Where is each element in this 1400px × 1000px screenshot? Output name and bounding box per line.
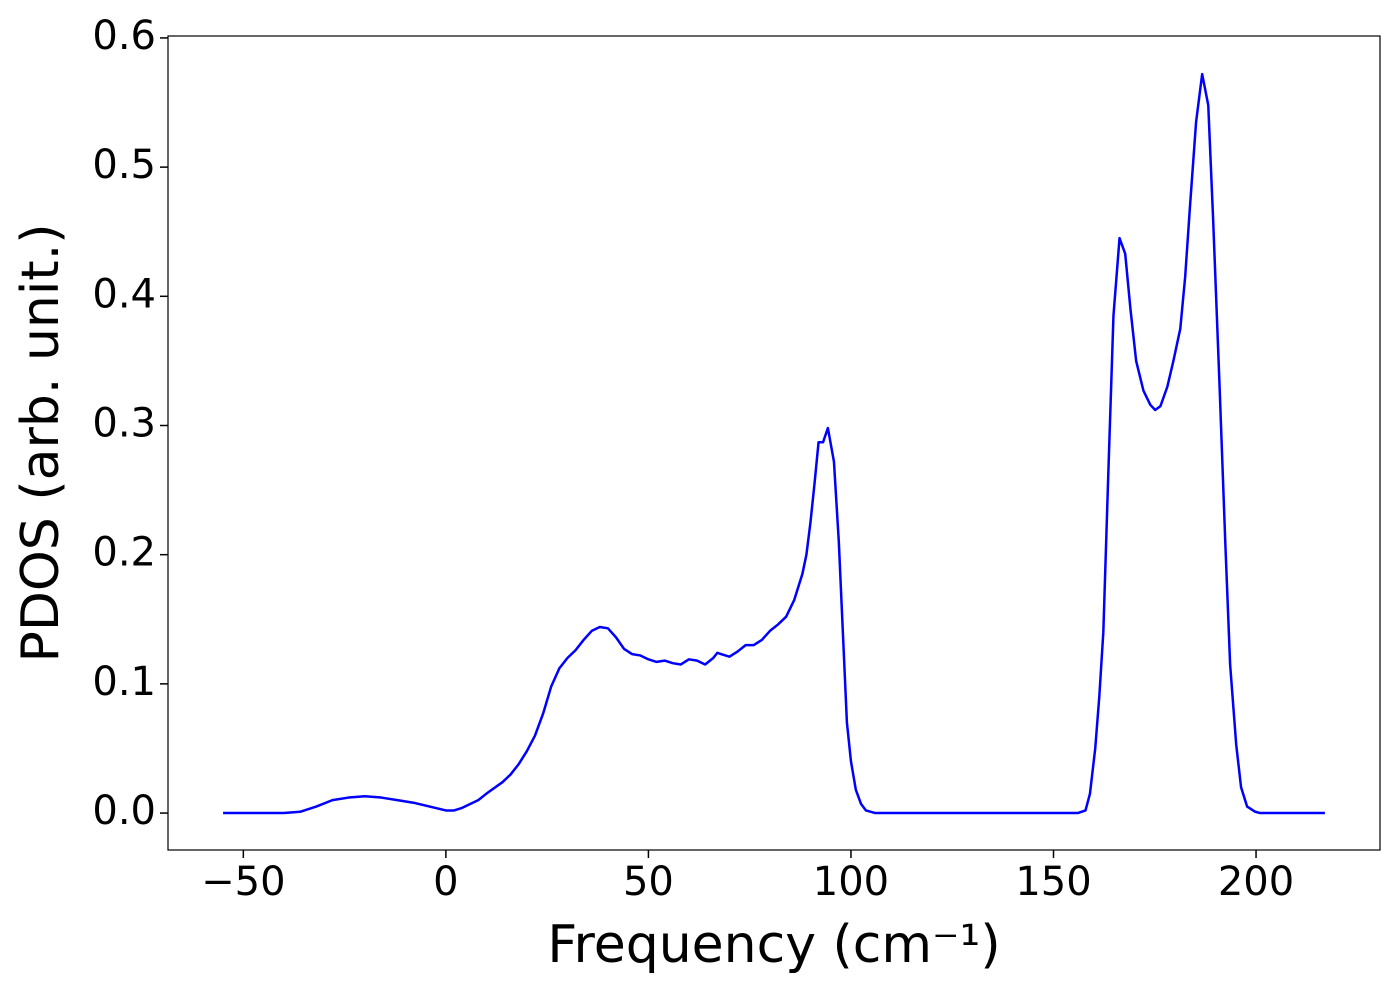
y-tick-label: 0.3 xyxy=(92,400,156,446)
x-tick-label: 0 xyxy=(433,859,458,905)
pdos-line xyxy=(223,72,1325,815)
y-tick-label: 0.0 xyxy=(92,788,156,834)
y-tick-label: 0.5 xyxy=(92,142,156,188)
x-tick-label: −50 xyxy=(201,859,285,905)
plot-frame xyxy=(167,35,1381,851)
y-axis-label: PDOS (arb. unit.) xyxy=(11,223,71,662)
y-tick-label: 0.1 xyxy=(92,659,156,705)
y-tick-label: 0.2 xyxy=(92,530,156,576)
x-tick-label: 100 xyxy=(813,859,889,905)
x-tick-label: 150 xyxy=(1015,859,1091,905)
y-tick-label: 0.4 xyxy=(92,271,156,317)
x-axis-label: Frequency (cm⁻¹) xyxy=(547,915,1000,975)
x-tick-label: 50 xyxy=(623,859,674,905)
y-tick-label: 0.6 xyxy=(92,13,156,59)
x-tick-label: 200 xyxy=(1218,859,1294,905)
